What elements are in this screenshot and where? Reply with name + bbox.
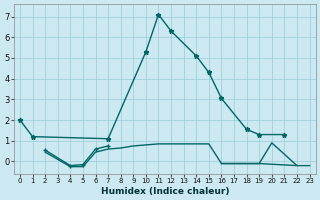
X-axis label: Humidex (Indice chaleur): Humidex (Indice chaleur) (100, 187, 229, 196)
